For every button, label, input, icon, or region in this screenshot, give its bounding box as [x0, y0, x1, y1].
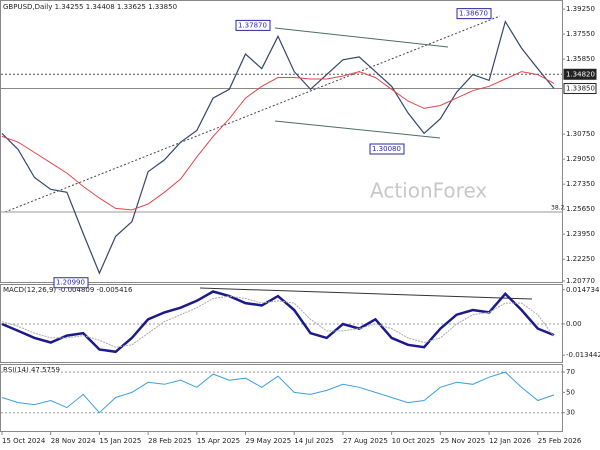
price-panel — [0, 0, 563, 283]
divergence-line — [199, 287, 533, 300]
channel-line — [274, 27, 449, 48]
x-tick-label: 28 Feb 2025 — [148, 437, 192, 445]
series-line — [1, 295, 555, 348]
annotation-box — [456, 8, 492, 20]
x-tick-label: 15 Apr 2025 — [197, 437, 240, 445]
x-tick-label: 27 Aug 2025 — [343, 437, 388, 445]
y-tick-label: 1.30750 — [566, 130, 595, 138]
annotation-label: 1.30080 — [372, 145, 401, 153]
y-tick-label: 50 — [566, 388, 575, 396]
series-line — [1, 20, 555, 275]
watermark: ActionForex — [370, 179, 487, 203]
y-tick-label: 1.22250 — [566, 255, 595, 263]
x-tick-label: 15 Jan 2025 — [99, 437, 141, 445]
price-tag — [563, 68, 597, 80]
x-tick-label: 28 Nov 2024 — [51, 437, 96, 445]
annotation-box — [235, 19, 271, 31]
x-tick-label: 10 Oct 2025 — [392, 437, 435, 445]
rsi-panel — [0, 364, 563, 432]
annotation-box — [369, 143, 405, 155]
channel-line — [274, 120, 441, 139]
fib-label: 38.2 — [551, 205, 565, 212]
series-line — [1, 71, 555, 211]
rsi-title: RSI(14) 47.5759 — [3, 366, 60, 374]
annotation-label: 1.20990 — [56, 279, 85, 287]
x-tick-label: 14 Jul 2025 — [294, 437, 334, 445]
annotation-label: 1.38670 — [459, 10, 488, 18]
y-tick-label: 0.014734 — [566, 286, 600, 294]
y-tick-label: 30 — [566, 409, 575, 417]
y-tick-label: 1.29050 — [566, 155, 595, 163]
price-tag — [563, 83, 597, 95]
annotation-label: 1.37870 — [238, 21, 267, 29]
series-line — [1, 371, 555, 414]
chart-title: GBPUSD,Daily 1.34255 1.34408 1.33625 1.3… — [3, 3, 177, 11]
y-tick-label: 70 — [566, 368, 575, 376]
y-tick-label: 1.23950 — [566, 230, 595, 238]
price-tag-label: 1.33850 — [566, 85, 595, 93]
x-tick-label: 25 Feb 2026 — [538, 437, 582, 445]
series-line — [1, 290, 555, 354]
trendline — [4, 15, 501, 213]
y-tick-label: 1.37550 — [566, 30, 595, 38]
price-tag-label: 1.34820 — [566, 70, 595, 78]
y-tick-label: 1.25650 — [566, 205, 595, 213]
macd-title: MACD(12,26,9) -0.004809 -0.005416 — [3, 286, 133, 294]
y-tick-label: 1.39250 — [566, 5, 595, 13]
x-tick-label: 15 Oct 2024 — [2, 437, 46, 445]
x-tick-label: 25 Nov 2025 — [440, 437, 485, 445]
annotation-box — [53, 277, 89, 289]
y-tick-label: 0.00 — [566, 320, 582, 328]
y-tick-label: 1.20770 — [566, 277, 595, 285]
y-tick-label: -0.013442 — [566, 351, 600, 359]
x-tick-label: 29 May 2025 — [246, 437, 292, 445]
y-tick-label: 1.35850 — [566, 55, 595, 63]
x-tick-label: 12 Jan 2026 — [489, 437, 532, 445]
y-tick-label: 1.27350 — [566, 180, 595, 188]
